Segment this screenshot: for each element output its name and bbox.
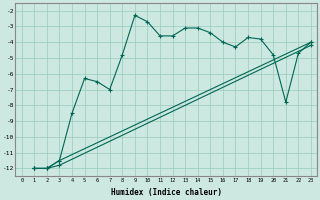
X-axis label: Humidex (Indice chaleur): Humidex (Indice chaleur) xyxy=(111,188,222,197)
